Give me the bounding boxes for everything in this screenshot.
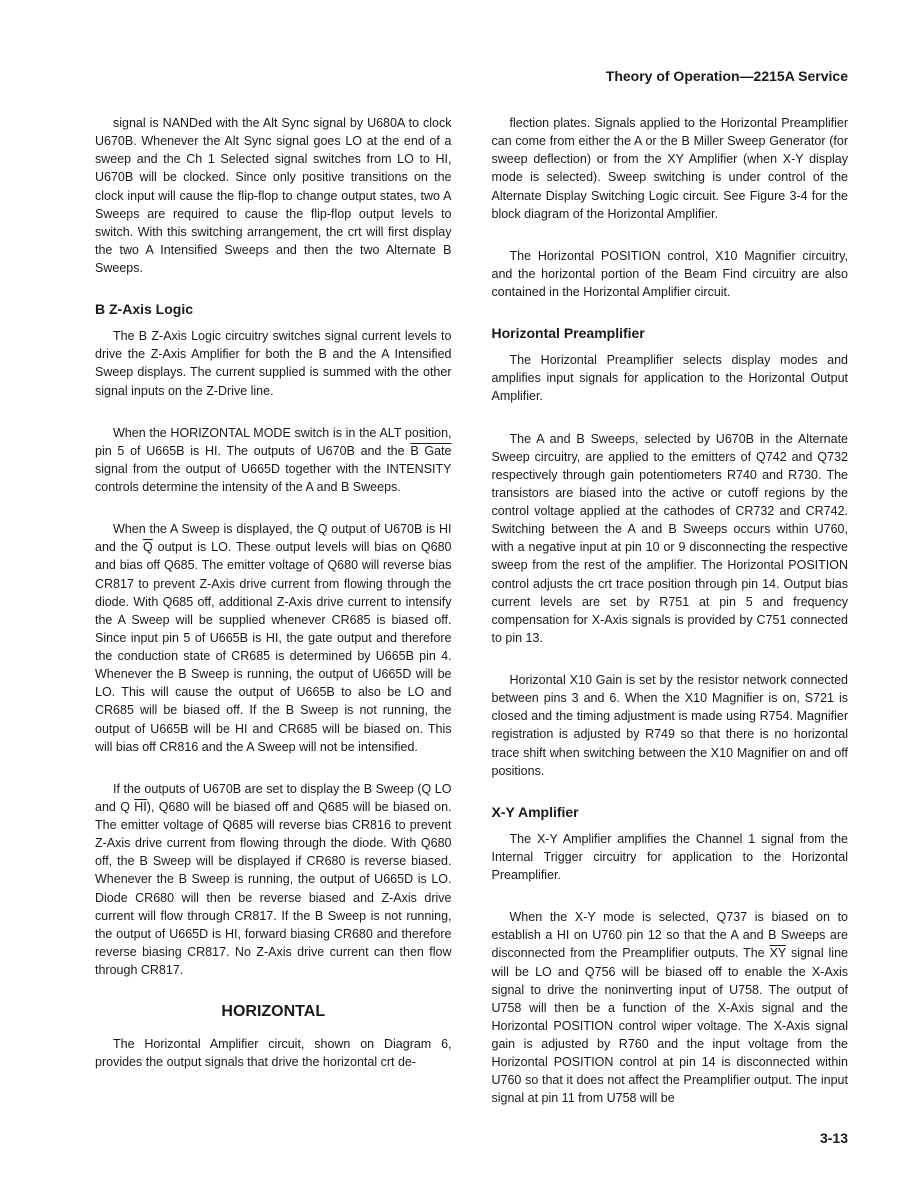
section-heading: X-Y Amplifier [492,804,849,820]
paragraph: The Horizontal Preamplifier selects disp… [492,351,849,405]
paragraph: When the A Sweep is displayed, the Q out… [95,520,452,756]
paragraph: The X-Y Amplifier amplifies the Channel … [492,830,849,884]
overline-text: Q [143,540,153,554]
paragraph: flection plates. Signals applied to the … [492,114,849,223]
paragraph: When the HORIZONTAL MODE switch is in th… [95,424,452,497]
paragraph: Horizontal X10 Gain is set by the resist… [492,671,849,780]
page-header: Theory of Operation—2215A Service [95,68,848,84]
paragraph: signal is NANDed with the Alt Sync signa… [95,114,452,277]
paragraph: When the X-Y mode is selected, Q737 is b… [492,908,849,1107]
overline-text: XY [770,946,786,960]
content-area: signal is NANDed with the Alt Sync signa… [95,114,848,1132]
left-column: signal is NANDed with the Alt Sync signa… [95,114,452,1132]
paragraph: If the outputs of U670B are set to displ… [95,780,452,979]
right-column: flection plates. Signals applied to the … [492,114,849,1132]
page-number: 3-13 [820,1130,848,1146]
paragraph: The Horizontal POSITION control, X10 Mag… [492,247,849,301]
section-heading: Horizontal Preamplifier [492,325,849,341]
paragraph: The A and B Sweeps, selected by U670B in… [492,430,849,648]
overline-text: B Gate [410,444,451,458]
main-heading: HORIZONTAL [95,1003,452,1021]
overline-text: HI [134,800,147,814]
section-heading: B Z-Axis Logic [95,301,452,317]
paragraph: The B Z-Axis Logic circuitry switches si… [95,327,452,400]
paragraph: The Horizontal Amplifier circuit, shown … [95,1035,452,1071]
